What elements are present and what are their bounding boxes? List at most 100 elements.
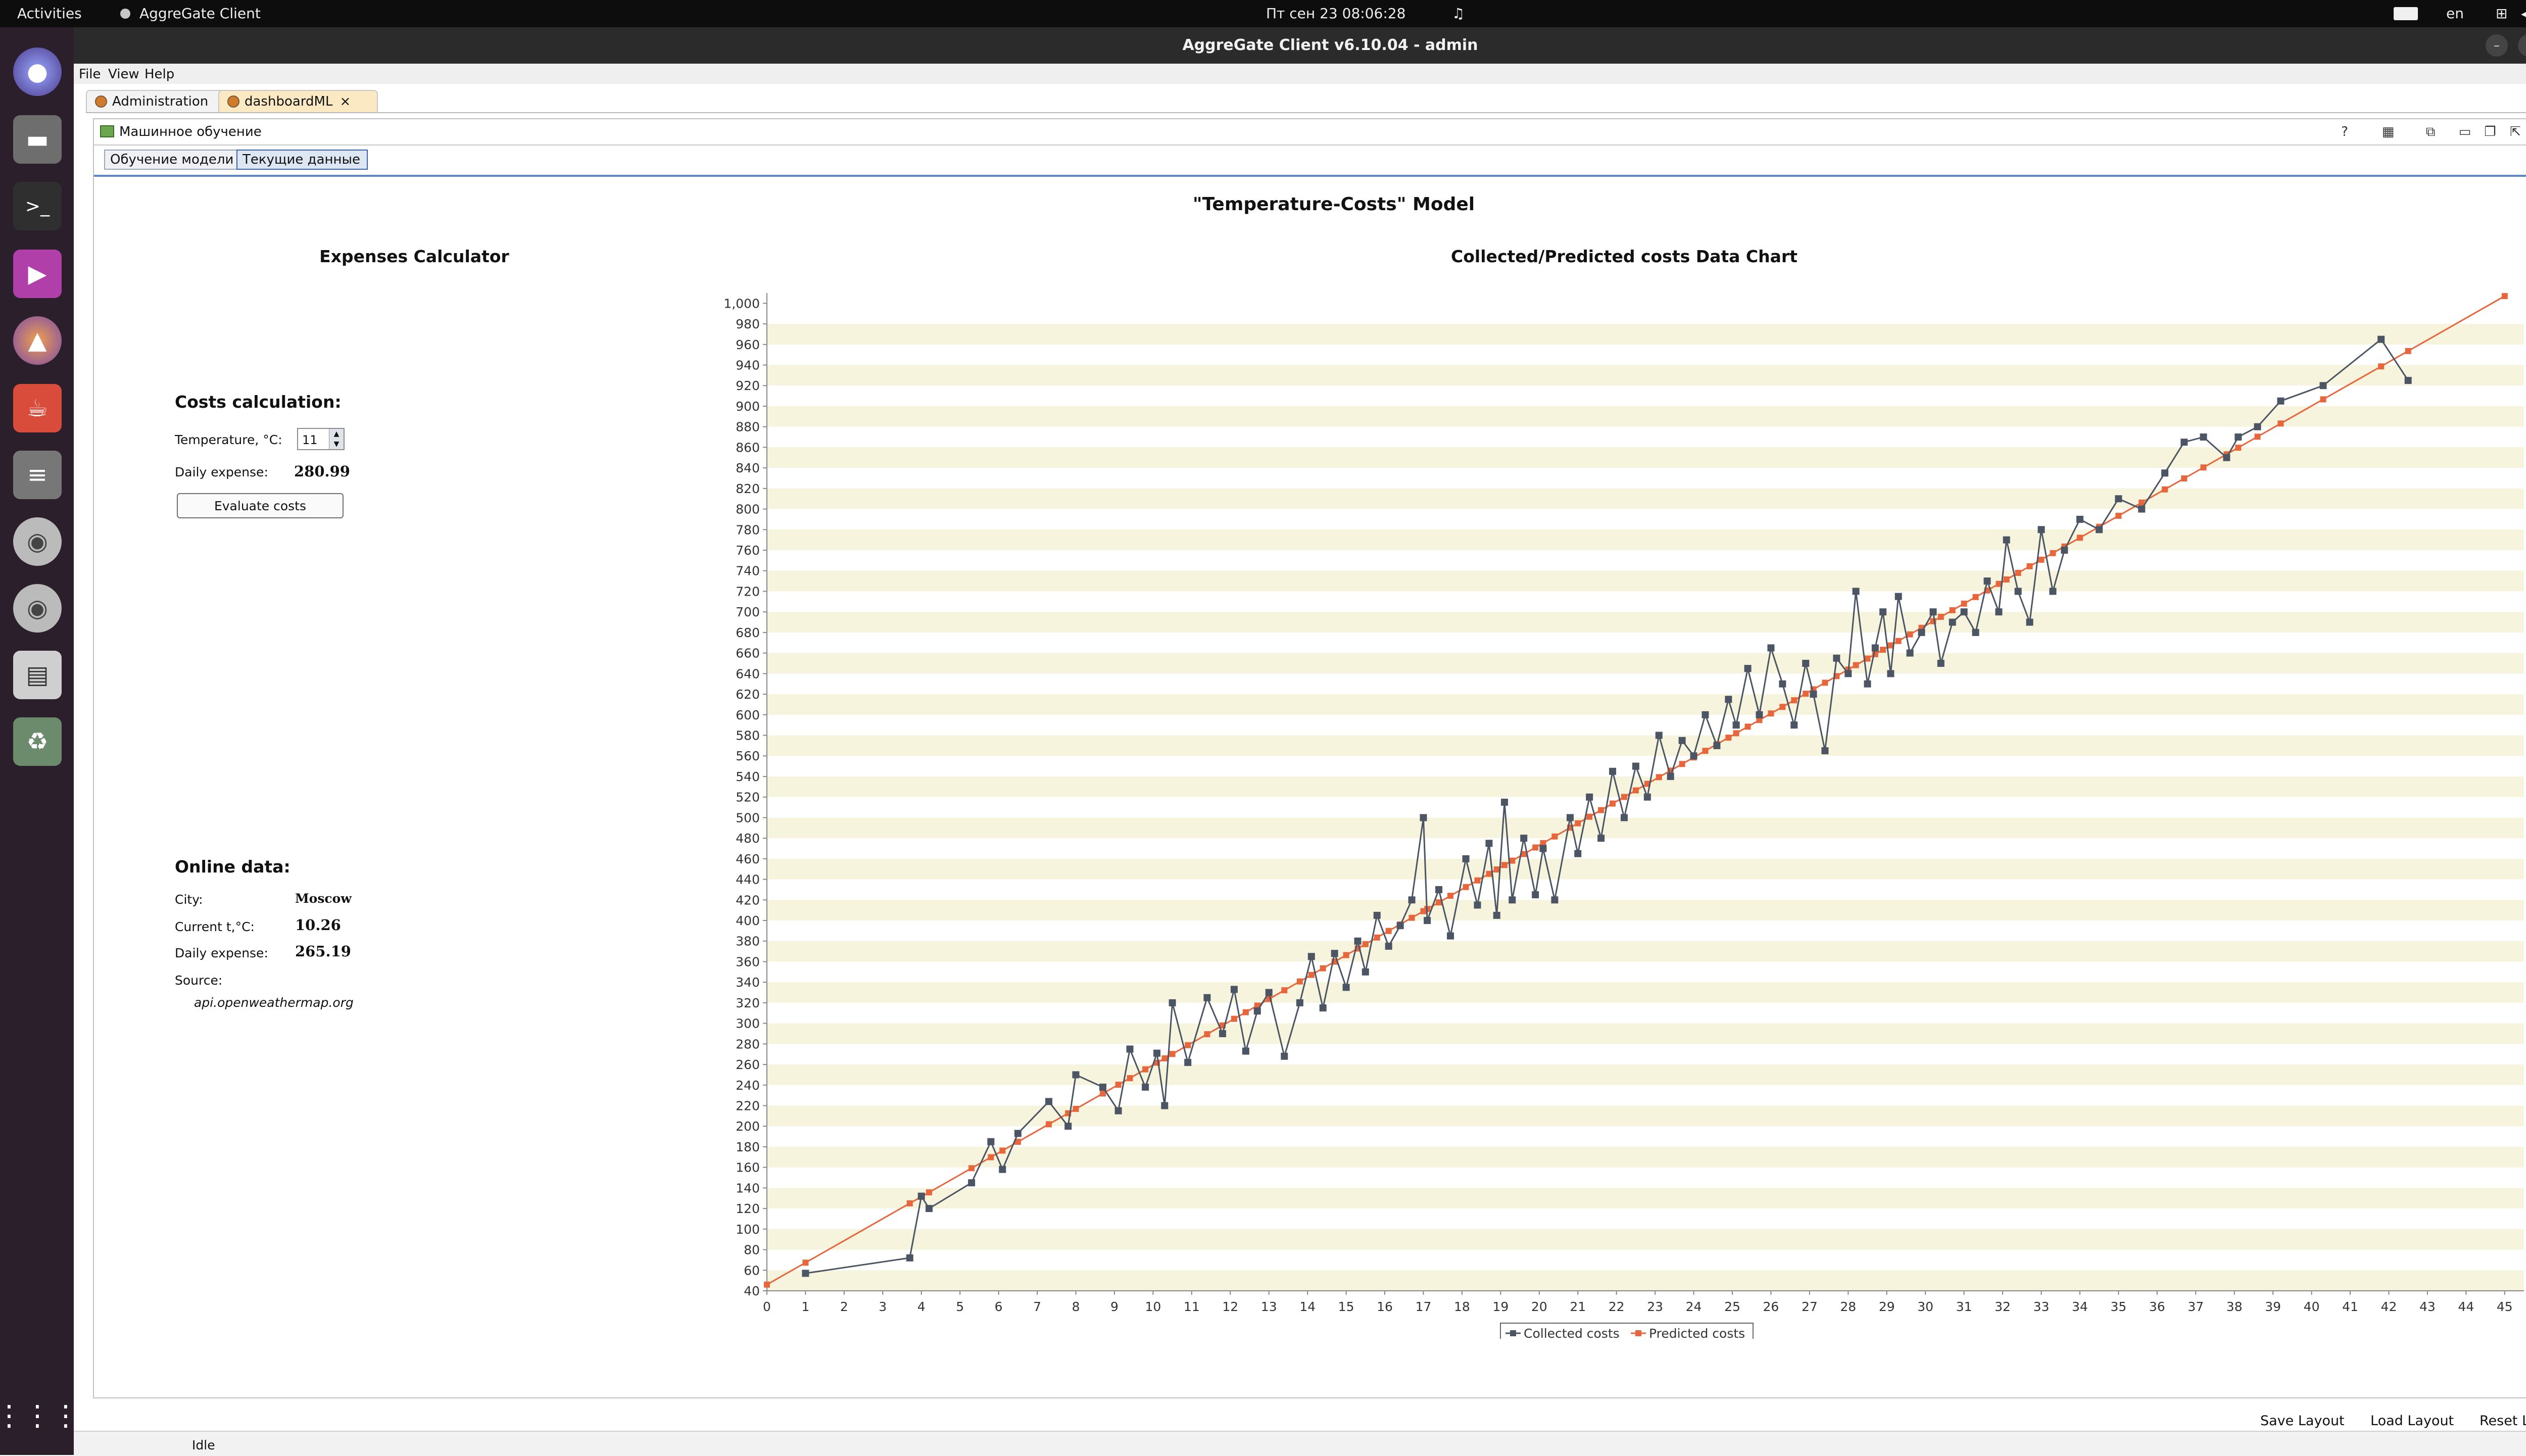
collected-point xyxy=(1281,1052,1288,1060)
collected-point xyxy=(1184,1058,1192,1066)
volume-icon[interactable]: ◀ xyxy=(2521,5,2526,22)
x-tick-label: 2 xyxy=(840,1299,848,1314)
spin-up-icon[interactable]: ▲ xyxy=(329,429,344,439)
temperature-spinner[interactable]: 11 ▲ ▼ xyxy=(297,428,345,450)
minimize-icon[interactable]: – xyxy=(2486,34,2508,57)
tab-model-training[interactable]: Обучение модели xyxy=(104,150,239,170)
predicted-point xyxy=(1169,1051,1176,1057)
collected-point xyxy=(1713,742,1721,749)
notification-icon[interactable]: ♫ xyxy=(1452,5,1465,22)
maximize-icon[interactable]: ▭ xyxy=(2458,124,2471,139)
java-icon[interactable]: ☕ xyxy=(13,384,62,432)
collected-point xyxy=(1485,840,1493,847)
chart-band xyxy=(767,1270,2524,1291)
menu-view[interactable]: View xyxy=(108,67,139,82)
predicted-point xyxy=(1621,794,1627,800)
files-icon[interactable]: ▬ xyxy=(13,115,62,164)
predicted-point xyxy=(1014,1139,1021,1145)
predicted-point xyxy=(2235,445,2242,451)
collected-point xyxy=(1790,721,1798,729)
predicted-point xyxy=(2277,420,2284,427)
daily-expense-value: 280.99 xyxy=(294,463,350,480)
collected-point xyxy=(1420,814,1427,821)
predicted-point xyxy=(1501,862,1508,868)
predicted-point xyxy=(1756,717,1763,723)
chart-band xyxy=(767,612,2524,633)
collected-point xyxy=(1566,814,1574,821)
collected-point xyxy=(2003,536,2010,544)
subtab-divider xyxy=(94,175,2526,177)
collected-point xyxy=(1362,968,1369,976)
activities-button[interactable]: Activities xyxy=(17,5,82,22)
save-drive-icon[interactable]: ▤ xyxy=(13,651,62,699)
tab-dashboardml[interactable]: dashboardML × xyxy=(218,90,378,112)
predicted-point xyxy=(1254,1002,1260,1009)
network-icon[interactable]: ⊞ xyxy=(2496,5,2508,22)
chart-legend: Collected costs Predicted costs xyxy=(1500,1323,1754,1339)
predicted-point xyxy=(1374,934,1380,941)
chart-band xyxy=(767,858,2524,880)
predicted-point xyxy=(2115,512,2122,519)
keyboard-indicator-icon[interactable] xyxy=(2394,7,2418,20)
predicted-point xyxy=(968,1165,975,1172)
language-indicator[interactable]: en xyxy=(2446,5,2464,22)
x-tick-label: 38 xyxy=(2226,1299,2243,1314)
tab-administration[interactable]: Administration xyxy=(86,90,225,112)
cd-icon[interactable]: ◉ xyxy=(13,517,62,566)
y-tick-label: 280 xyxy=(736,1037,760,1051)
costs-chart: 4060801001201401601802002202402602803003… xyxy=(723,293,2524,1339)
terminal-icon[interactable]: >_ xyxy=(13,182,62,230)
close-tab-icon[interactable]: × xyxy=(339,94,351,109)
collected-point xyxy=(1014,1130,1022,1137)
preview-icon[interactable]: ⧉ xyxy=(2425,124,2436,139)
spin-down-icon[interactable]: ▼ xyxy=(329,439,344,449)
collected-point xyxy=(1161,1102,1169,1109)
restore-panel-icon[interactable]: ❐ xyxy=(2484,124,2496,139)
y-tick-label: 440 xyxy=(736,872,760,887)
x-tick-label: 37 xyxy=(2188,1299,2204,1314)
predicted-point xyxy=(2015,569,2021,576)
chart-title: Collected/Predicted costs Data Chart xyxy=(1451,247,1798,266)
predicted-point xyxy=(926,1189,933,1196)
y-tick-label: 260 xyxy=(736,1057,760,1072)
cd-icon-2[interactable]: ◉ xyxy=(13,584,62,633)
reset-layout-button[interactable]: Reset Layout xyxy=(2480,1413,2526,1429)
collected-point xyxy=(2404,377,2412,384)
predicted-point xyxy=(1679,761,1685,767)
undock-icon[interactable]: ⇱ xyxy=(2510,124,2521,139)
trash-icon[interactable]: ♻ xyxy=(13,717,62,766)
browser-icon[interactable]: ● xyxy=(13,47,62,96)
x-tick-label: 45 xyxy=(2497,1299,2513,1314)
menu-help[interactable]: Help xyxy=(144,67,175,82)
text-editor-icon[interactable]: ≡ xyxy=(13,451,62,499)
aggregate-icon[interactable]: ▲ xyxy=(13,316,62,365)
tab-current-data[interactable]: Текущие данные xyxy=(236,150,368,170)
collected-point xyxy=(1319,1004,1327,1012)
collected-point xyxy=(1767,644,1775,652)
video-player-icon[interactable]: ▶ xyxy=(13,250,62,298)
x-tick-label: 21 xyxy=(1570,1299,1586,1314)
evaluate-costs-button[interactable]: Evaluate costs xyxy=(177,493,344,518)
x-tick-label: 3 xyxy=(879,1299,887,1314)
save-layout-button[interactable]: Save Layout xyxy=(2260,1413,2345,1429)
dashboard-icon xyxy=(227,95,239,108)
restore-icon[interactable]: ▫ xyxy=(2518,34,2526,57)
collected-point xyxy=(1732,721,1740,729)
app-menu[interactable]: AggreGate Client xyxy=(139,5,261,22)
load-layout-button[interactable]: Load Layout xyxy=(2370,1413,2454,1429)
grid-icon[interactable]: ▦ xyxy=(2382,124,2395,139)
menu-file[interactable]: File xyxy=(79,67,101,82)
predicted-point xyxy=(1436,899,1442,906)
collected-point xyxy=(1064,1123,1072,1130)
clock[interactable]: Пт сен 23 08:06:28 xyxy=(1266,5,1406,22)
collected-point xyxy=(1894,593,1902,600)
chart-band xyxy=(767,529,2524,551)
chart-band xyxy=(767,406,2524,427)
predicted-point xyxy=(1474,877,1481,884)
predicted-point xyxy=(1586,813,1593,820)
show-apps-icon[interactable]: ⋮⋮⋮ xyxy=(0,1399,80,1432)
help-icon[interactable]: ? xyxy=(2341,124,2348,139)
x-tick-label: 17 xyxy=(1416,1299,1432,1314)
collected-point xyxy=(1219,1030,1226,1037)
collected-point xyxy=(1072,1071,1080,1079)
